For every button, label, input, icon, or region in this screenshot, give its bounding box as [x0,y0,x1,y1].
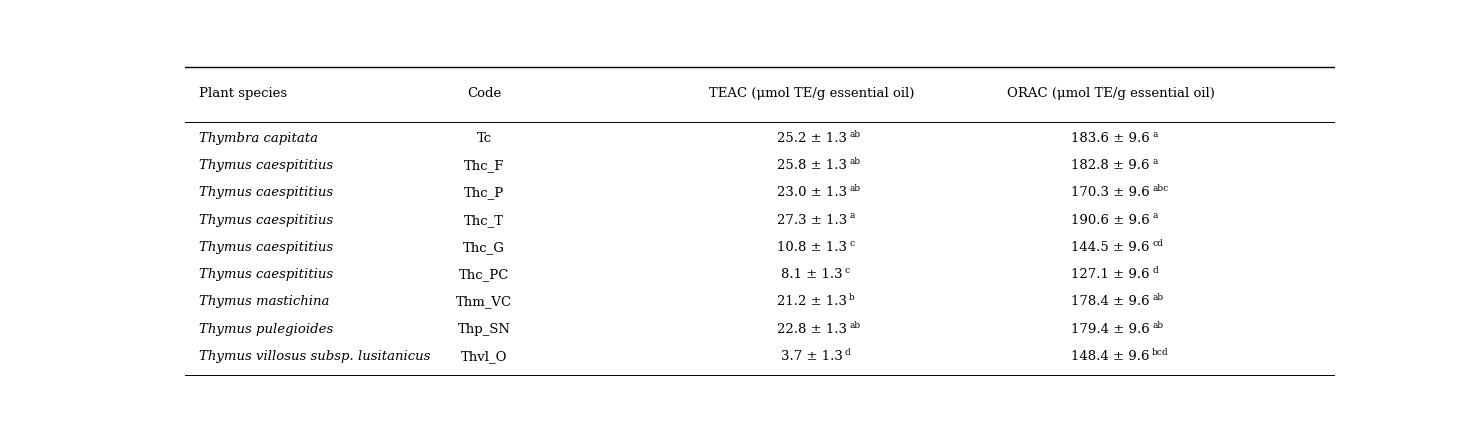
Text: 27.3 ± 1.3: 27.3 ± 1.3 [777,214,847,227]
Text: 170.3 ± 9.6: 170.3 ± 9.6 [1071,186,1149,200]
Text: 190.6 ± 9.6: 190.6 ± 9.6 [1071,214,1149,227]
Text: 182.8 ± 9.6: 182.8 ± 9.6 [1071,159,1149,172]
Text: Thymus mastichina: Thymus mastichina [199,295,329,308]
Text: Thc_F: Thc_F [464,159,504,172]
Text: 127.1 ± 9.6: 127.1 ± 9.6 [1071,268,1149,281]
Text: 25.2 ± 1.3: 25.2 ± 1.3 [777,132,847,145]
Text: Thc_G: Thc_G [463,241,506,254]
Text: Plant species: Plant species [199,87,288,100]
Text: Thymus pulegioides: Thymus pulegioides [199,323,334,336]
Text: Thymus caespititius: Thymus caespititius [199,241,334,254]
Text: Thymus caespititius: Thymus caespititius [199,159,334,172]
Text: ab: ab [850,130,860,139]
Text: Thymus caespititius: Thymus caespititius [199,214,334,227]
Text: c: c [850,239,854,248]
Text: d: d [1152,266,1158,275]
Text: 21.2 ± 1.3: 21.2 ± 1.3 [777,295,847,308]
Text: bcd: bcd [1152,348,1169,357]
Text: a: a [1152,211,1158,220]
Text: 23.0 ± 1.3: 23.0 ± 1.3 [777,186,847,200]
Text: 148.4 ± 9.6: 148.4 ± 9.6 [1071,350,1149,363]
Text: abc: abc [1152,184,1169,193]
Text: TEAC (μmol TE/g essential oil): TEAC (μmol TE/g essential oil) [709,87,915,100]
Text: 25.8 ± 1.3: 25.8 ± 1.3 [777,159,847,172]
Text: a: a [1152,130,1158,139]
Text: Thymus villosus subsp. lusitanicus: Thymus villosus subsp. lusitanicus [199,350,430,363]
Text: a: a [850,211,854,220]
Text: 22.8 ± 1.3: 22.8 ± 1.3 [777,323,847,336]
Text: 144.5 ± 9.6: 144.5 ± 9.6 [1071,241,1149,254]
Text: c: c [845,266,850,275]
Text: Tc: Tc [476,132,492,145]
Text: Thc_PC: Thc_PC [460,268,509,281]
Text: 8.1 ± 1.3: 8.1 ± 1.3 [782,268,842,281]
Text: 10.8 ± 1.3: 10.8 ± 1.3 [777,241,847,254]
Text: ab: ab [850,184,860,193]
Text: ab: ab [850,321,860,330]
Text: Thymus caespititius: Thymus caespititius [199,186,334,200]
Text: 179.4 ± 9.6: 179.4 ± 9.6 [1071,323,1149,336]
Text: Thvl_O: Thvl_O [461,350,507,363]
Text: d: d [845,348,851,357]
Text: Code: Code [467,87,501,100]
Text: a: a [1152,157,1158,166]
Text: Thc_P: Thc_P [464,186,504,200]
Text: cd: cd [1152,239,1163,248]
Text: ab: ab [1152,293,1163,302]
Text: ORAC (μmol TE/g essential oil): ORAC (μmol TE/g essential oil) [1007,87,1215,100]
Text: 3.7 ± 1.3: 3.7 ± 1.3 [782,350,842,363]
Text: 178.4 ± 9.6: 178.4 ± 9.6 [1071,295,1149,308]
Text: Thymus caespititius: Thymus caespititius [199,268,334,281]
Text: Thm_VC: Thm_VC [457,295,512,308]
Text: Thp_SN: Thp_SN [458,323,510,336]
Text: 183.6 ± 9.6: 183.6 ± 9.6 [1071,132,1149,145]
Text: ab: ab [850,157,860,166]
Text: ab: ab [1152,321,1163,330]
Text: Thc_T: Thc_T [464,214,504,227]
Text: b: b [850,293,854,302]
Text: Thymbra capitata: Thymbra capitata [199,132,319,145]
